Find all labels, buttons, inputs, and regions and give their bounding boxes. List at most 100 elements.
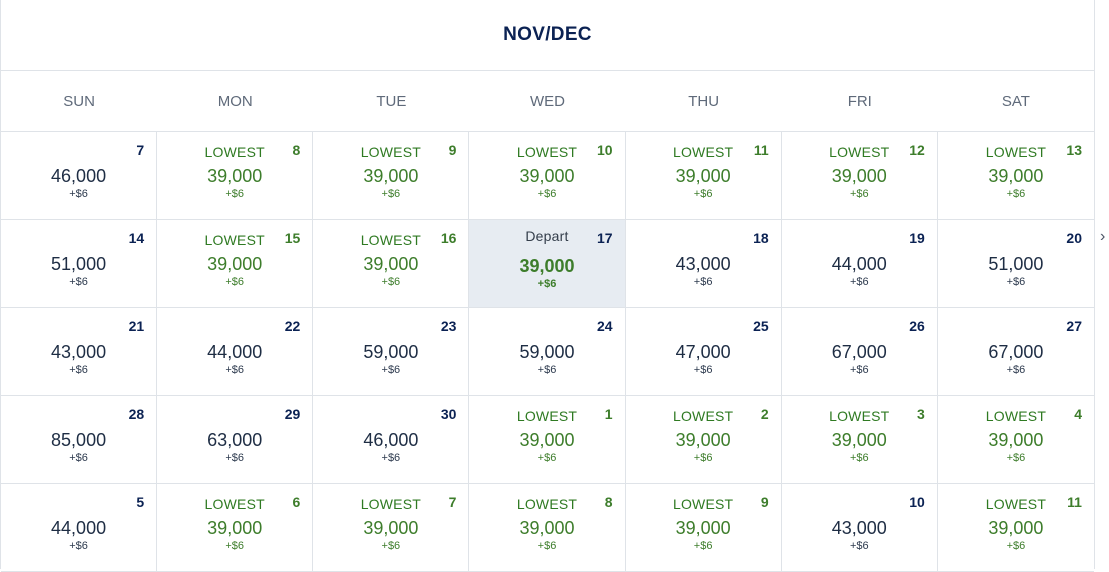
calendar-day-cell[interactable]: 9 LOWEST 39,000 +$6 bbox=[313, 132, 470, 219]
fare-miles: 67,000 bbox=[831, 342, 887, 362]
calendar-day-cell[interactable]: 21 43,000 +$6 bbox=[1, 308, 158, 395]
calendar-day-cell[interactable]: 7 46,000 +$6 bbox=[1, 132, 158, 219]
calendar-day-cell[interactable]: 7 LOWEST 39,000 +$6 bbox=[313, 484, 470, 571]
fare-taxes: +$6 bbox=[537, 540, 557, 552]
fare-miles: 46,000 bbox=[363, 430, 419, 450]
fare-taxes: +$6 bbox=[69, 188, 88, 200]
weekday-label: MON bbox=[217, 92, 253, 110]
calendar-day-cell[interactable]: 4 LOWEST 39,000 +$6 bbox=[938, 396, 1094, 483]
fare-miles: 39,000 bbox=[519, 256, 575, 276]
weekday-label: THU bbox=[688, 92, 720, 110]
calendar-day-cell[interactable]: 1 LOWEST 39,000 +$6 bbox=[469, 396, 626, 483]
fare-miles: 44,000 bbox=[831, 254, 887, 274]
calendar-day-cell[interactable]: 22 44,000 +$6 bbox=[157, 308, 314, 395]
lowest-fare-badge: LOWEST bbox=[516, 144, 578, 160]
fare-taxes: +$6 bbox=[1006, 540, 1026, 552]
fare-miles: 44,000 bbox=[207, 342, 263, 362]
calendar-day-cell[interactable]: 27 67,000 +$6 bbox=[938, 308, 1094, 395]
fare-miles: 39,000 bbox=[363, 254, 419, 274]
weekday-label: SUN bbox=[63, 92, 95, 110]
calendar-day-cell[interactable]: 2 LOWEST 39,000 +$6 bbox=[626, 396, 782, 483]
fare-taxes: +$6 bbox=[537, 278, 557, 290]
day-number: 24 bbox=[596, 318, 613, 334]
fare-miles: 39,000 bbox=[363, 166, 419, 186]
calendar-day-cell[interactable]: 19 44,000 +$6 bbox=[782, 220, 938, 307]
weekday-label: TUE bbox=[376, 92, 407, 110]
fare-miles: 39,000 bbox=[675, 166, 731, 186]
fare-miles: 39,000 bbox=[207, 166, 263, 186]
calendar-day-cell[interactable]: 25 47,000 +$6 bbox=[626, 308, 782, 395]
fare-taxes: +$6 bbox=[225, 540, 245, 552]
calendar-day-cell[interactable]: 14 51,000 +$6 bbox=[1, 220, 158, 307]
calendar-day-cell[interactable]: 12 LOWEST 39,000 +$6 bbox=[782, 132, 938, 219]
fare-miles: 51,000 bbox=[988, 254, 1044, 274]
calendar-day-cell[interactable]: 24 59,000 +$6 bbox=[469, 308, 626, 395]
fare-miles: 43,000 bbox=[51, 342, 107, 362]
calendar-day-cell[interactable]: 13 LOWEST 39,000 +$6 bbox=[938, 132, 1094, 219]
fare-miles: 43,000 bbox=[831, 518, 887, 538]
calendar-day-cell-selected[interactable]: 17 Depart 39,000 +$6 bbox=[469, 220, 626, 307]
day-number: 7 bbox=[448, 494, 457, 510]
calendar-day-cell[interactable]: 11 LOWEST 39,000 +$6 bbox=[626, 132, 782, 219]
fare-taxes: +$6 bbox=[1006, 276, 1026, 288]
calendar-day-cell[interactable]: 23 59,000 +$6 bbox=[313, 308, 470, 395]
fare-miles: 39,000 bbox=[519, 518, 575, 538]
day-number: 8 bbox=[292, 142, 301, 158]
calendar-day-cell[interactable]: 29 63,000 +$6 bbox=[157, 396, 314, 483]
day-number: 3 bbox=[917, 406, 925, 422]
calendar-day-cell[interactable]: 30 46,000 +$6 bbox=[313, 396, 470, 483]
lowest-fare-badge: LOWEST bbox=[985, 408, 1047, 424]
calendar-day-cell[interactable]: 10 LOWEST 39,000 +$6 bbox=[469, 132, 626, 219]
fare-miles: 39,000 bbox=[988, 518, 1044, 538]
calendar-week-row: 14 51,000 +$6 15 LOWEST 39,000 +$6 16 LOWEST 39,0… bbox=[1, 220, 1094, 308]
fare-miles: 39,000 bbox=[831, 166, 887, 186]
calendar-day-cell[interactable]: 10 43,000 +$6 bbox=[782, 484, 938, 571]
calendar-day-cell[interactable]: 28 85,000 +$6 bbox=[1, 396, 158, 483]
day-number: 17 bbox=[596, 230, 613, 246]
calendar-day-cell[interactable]: 5 44,000 +$6 bbox=[1, 484, 158, 571]
calendar-week-row: 5 44,000 +$6 6 LOWEST 39,000 +$6 7 LOWEST 39,000 +… bbox=[1, 484, 1094, 572]
calendar-day-cell[interactable]: 20 51,000 +$6 bbox=[938, 220, 1094, 307]
fare-taxes: +$6 bbox=[381, 364, 401, 376]
day-number: 11 bbox=[753, 142, 769, 158]
fare-miles: 44,000 bbox=[51, 518, 107, 538]
fare-miles: 39,000 bbox=[519, 430, 575, 450]
lowest-fare-badge: LOWEST bbox=[829, 408, 890, 424]
fare-miles: 46,000 bbox=[51, 166, 107, 186]
chevron-right-icon[interactable]: › bbox=[1100, 230, 1106, 244]
calendar-day-cell[interactable]: 11 LOWEST 39,000 +$6 bbox=[938, 484, 1094, 571]
month-header: NOV/DEC bbox=[1, 0, 1094, 71]
fare-miles: 47,000 bbox=[675, 342, 731, 362]
calendar-day-cell[interactable]: 3 LOWEST 39,000 +$6 bbox=[782, 396, 938, 483]
calendar-day-cell[interactable]: 15 LOWEST 39,000 +$6 bbox=[157, 220, 314, 307]
calendar-day-cell[interactable]: 9 LOWEST 39,000 +$6 bbox=[626, 484, 782, 571]
fare-miles: 39,000 bbox=[207, 518, 263, 538]
day-number: 27 bbox=[1066, 318, 1082, 334]
calendar-day-cell[interactable]: 26 67,000 +$6 bbox=[782, 308, 938, 395]
day-number: 25 bbox=[753, 318, 769, 334]
fare-miles: 39,000 bbox=[207, 254, 263, 274]
day-number: 14 bbox=[128, 230, 145, 246]
depart-label: Depart bbox=[525, 228, 569, 244]
calendar-day-cell[interactable]: 8 LOWEST 39,000 +$6 bbox=[157, 132, 314, 219]
calendar-day-cell[interactable]: 6 LOWEST 39,000 +$6 bbox=[157, 484, 314, 571]
fare-miles: 39,000 bbox=[831, 430, 887, 450]
weekday-label: SAT bbox=[1001, 92, 1030, 110]
lowest-fare-badge: LOWEST bbox=[672, 408, 734, 424]
fare-miles: 39,000 bbox=[988, 166, 1044, 186]
fare-taxes: +$6 bbox=[381, 276, 401, 288]
lowest-fare-badge: LOWEST bbox=[204, 496, 265, 512]
calendar-week-row: 7 46,000 +$6 8 LOWEST 39,000 +$6 9 LOWEST 39,000 +… bbox=[1, 132, 1094, 220]
calendar-day-cell[interactable]: 16 LOWEST 39,000 +$6 bbox=[313, 220, 470, 307]
fare-taxes: +$6 bbox=[849, 188, 869, 200]
fare-taxes: +$6 bbox=[693, 364, 713, 376]
day-number: 9 bbox=[760, 494, 769, 510]
fare-taxes: +$6 bbox=[849, 540, 869, 552]
lowest-fare-badge: LOWEST bbox=[204, 232, 265, 248]
fare-taxes: +$6 bbox=[537, 364, 557, 376]
lowest-fare-badge: LOWEST bbox=[360, 144, 422, 160]
calendar-day-cell[interactable]: 18 43,000 +$6 bbox=[626, 220, 782, 307]
calendar-day-cell[interactable]: 8 LOWEST 39,000 +$6 bbox=[469, 484, 626, 571]
day-number: 23 bbox=[440, 318, 457, 334]
